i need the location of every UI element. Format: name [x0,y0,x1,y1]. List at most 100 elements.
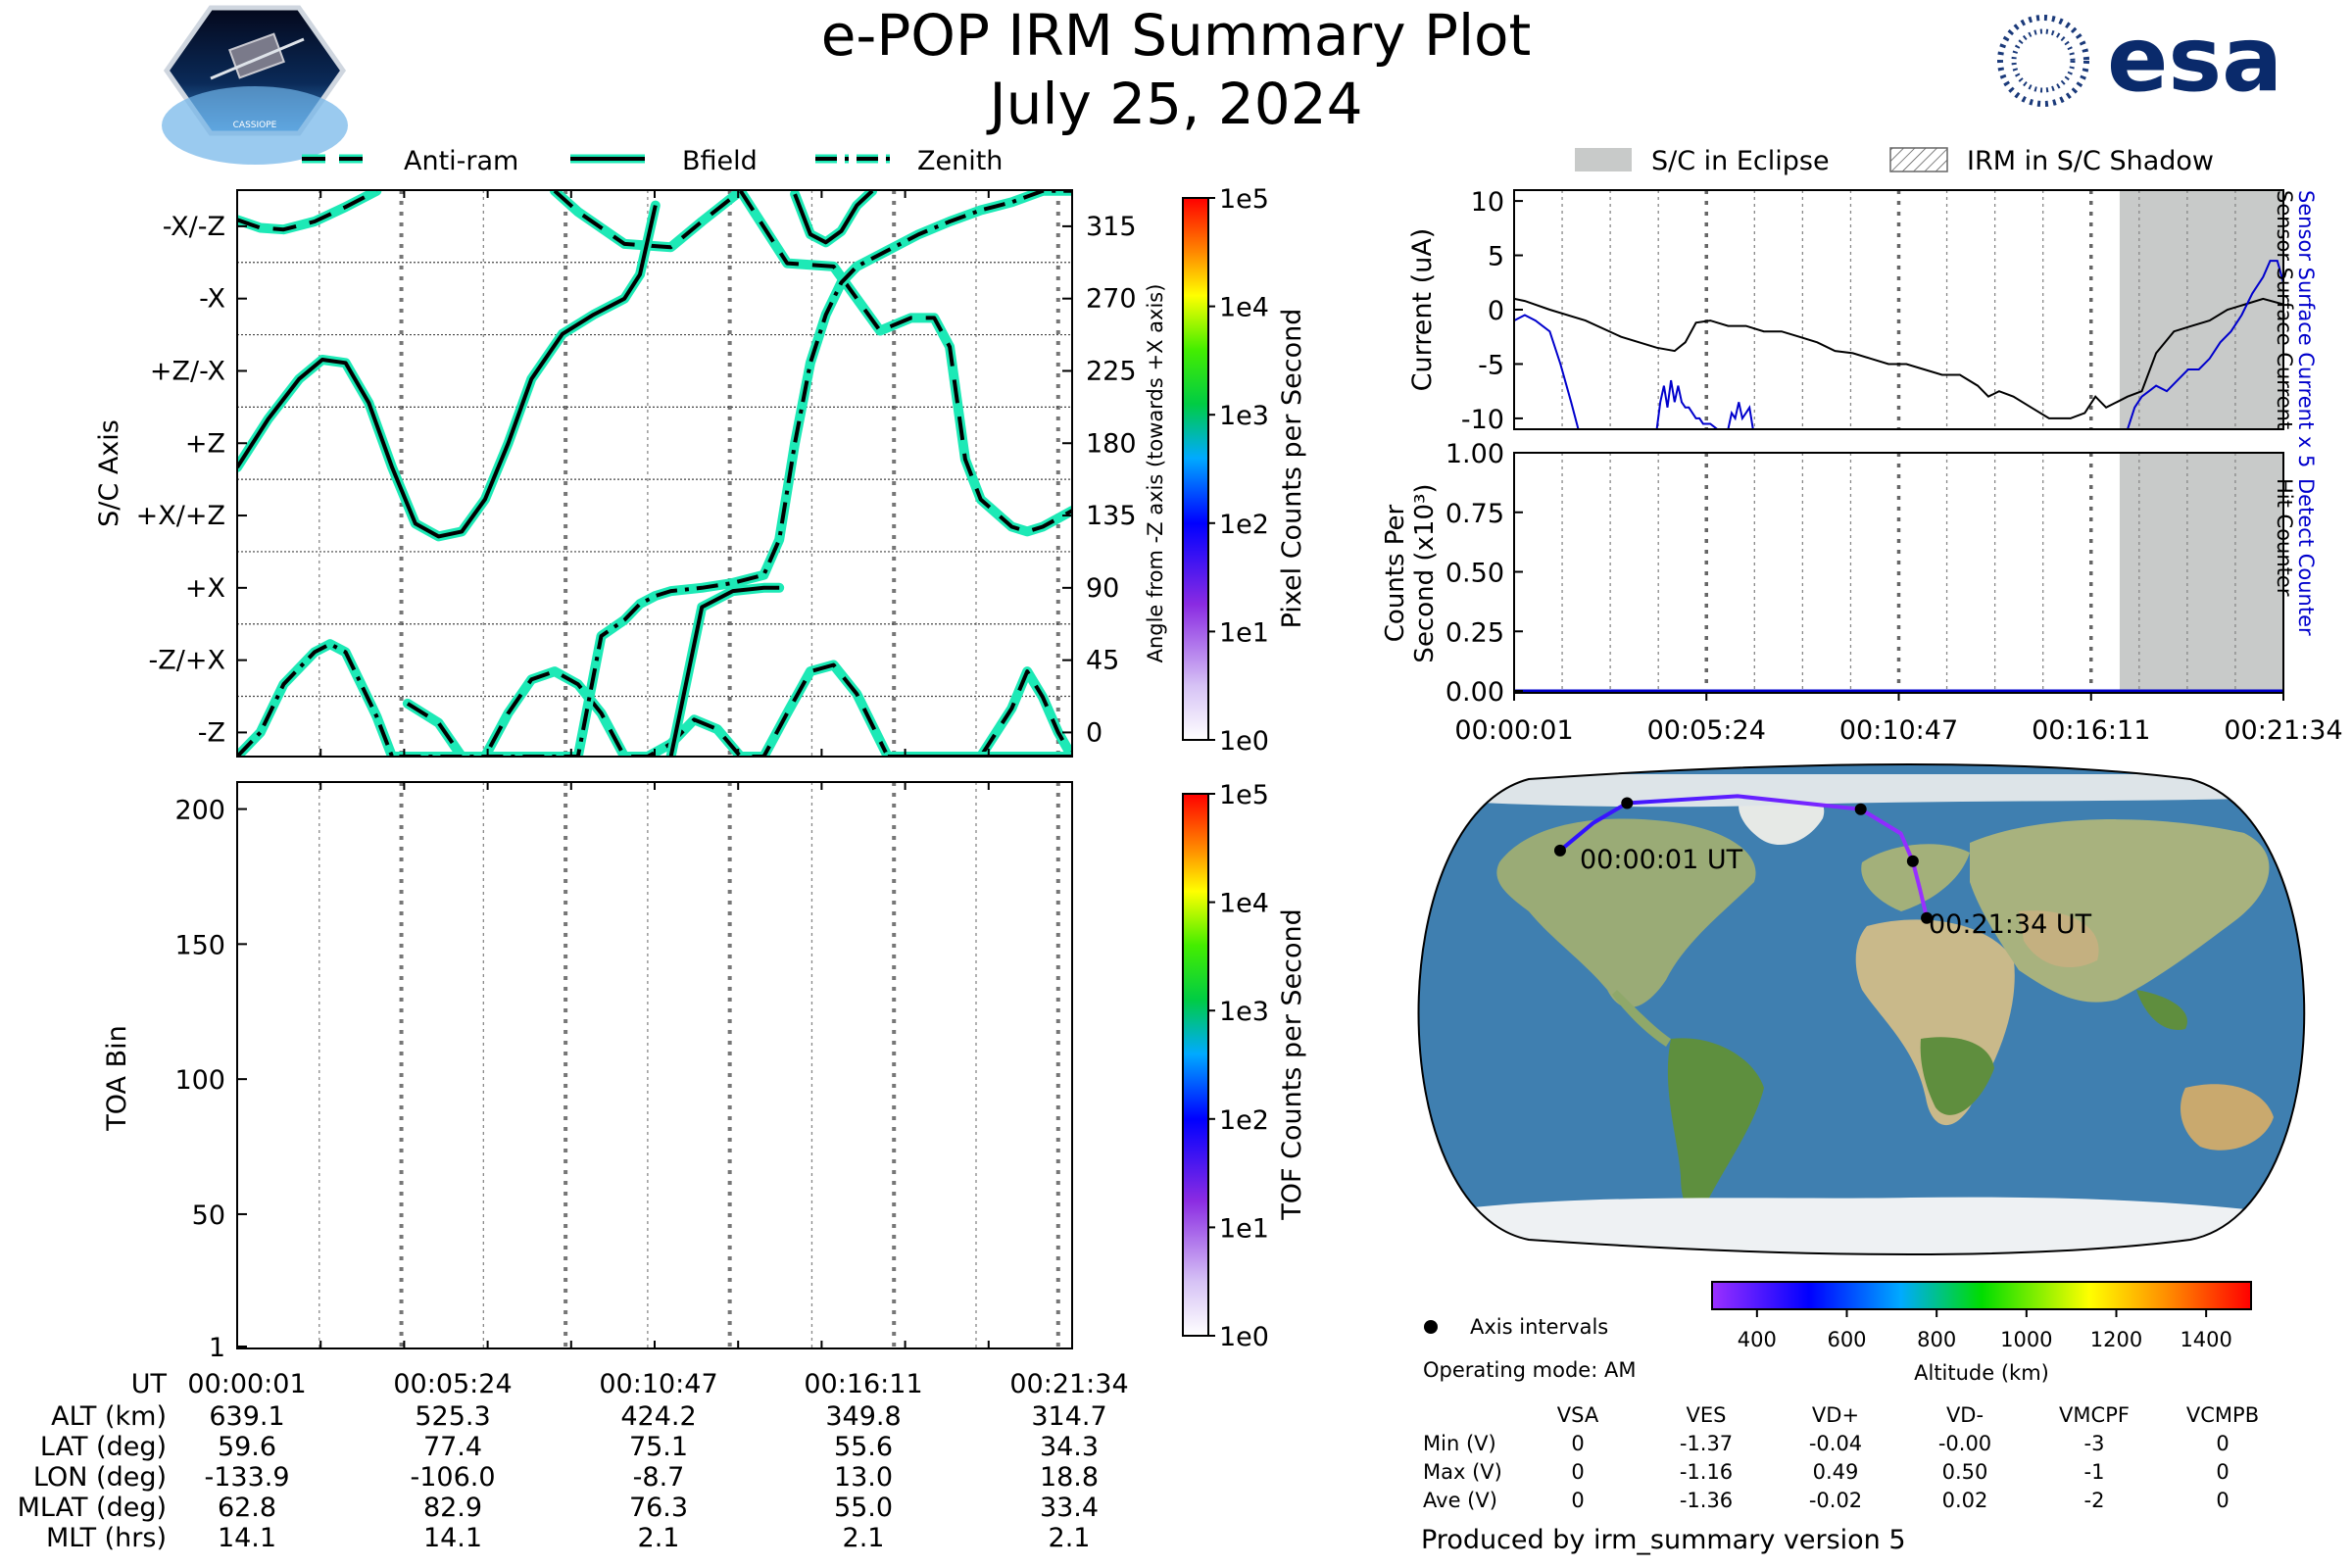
ephem-cell: 00:00:01 [187,1369,306,1399]
esa-logo: esa [1997,7,2282,112]
voltage-cell: -0.04 [1809,1432,1862,1455]
attitude-ylabel-right: Angle from -Z axis (towards +X axis) [1144,284,1167,663]
ytick-label-right: 135 [1086,501,1137,531]
voltage-cell: 0 [1571,1489,1584,1512]
voltage-cell: 0.49 [1813,1460,1859,1484]
pixel-colorbar-ticks: 1e5 1e4 1e3 1e2 1e1 1e0 [1208,184,1269,757]
voltage-cell: 0.02 [1942,1489,1988,1512]
eclipse-swatch [1575,148,1632,172]
ephem-cell: 77.4 [423,1432,482,1462]
counts-grid [1561,453,2236,693]
ephem-cell: 59.6 [218,1432,276,1462]
attitude-series [237,190,1072,757]
land-australia [2180,1084,2274,1151]
alt-tick-label: 800 [1917,1328,1956,1351]
ephem-cell: 349.8 [825,1401,901,1432]
series-anti-ram-upper- [553,190,1072,534]
cb-tick-label: 1e5 [1219,184,1269,215]
series-anti-ram [237,190,378,232]
cb-tick-label: 1e1 [1219,617,1269,648]
voltage-cell: -3 [2084,1432,2105,1455]
shadow-swatch [1889,147,1948,172]
ytick-label-left: -Z [198,717,225,748]
cassiope-logo: CASSIOPE [162,5,348,165]
counts-ticks: 1.00 0.75 0.50 0.25 0.00 00:00:01 00:05:24 00:1… [1446,439,2343,746]
current-ylabel-right-black: Sensor Surface Current [2273,190,2296,429]
land-north-america [1496,818,1756,1008]
ephem-cell: -8.7 [633,1462,685,1493]
counts-ylabel-right-black: Hit Counter [2273,478,2296,597]
toa-panel: 200 150 100 50 1 TOA Bin [102,781,1073,1363]
ytick-label-left: +Z [185,428,225,459]
ephem-row-label: LAT (deg) [40,1432,167,1462]
axis-interval-point [1854,803,1867,815]
ytick-label: 0.25 [1446,617,1504,648]
voltage-header: VES [1687,1403,1727,1427]
ephem-cell: 525.3 [415,1401,490,1432]
voltage-cell: -1.36 [1680,1489,1733,1512]
ytick-label-right: 225 [1086,356,1137,386]
ephem-cell: 33.4 [1040,1493,1099,1523]
cb-tick-label: 1e2 [1219,510,1269,540]
operating-mode: Operating mode: AM [1423,1358,1636,1382]
voltage-cell: 0 [2216,1489,2229,1512]
ephem-cell: 424.2 [620,1401,696,1432]
voltage-row-label: Ave (V) [1423,1489,1497,1512]
info-block: Axis intervals Operating mode: AM VSA VES… [1421,1315,2259,1555]
ytick-label-right: 270 [1086,284,1137,315]
alt-tick-label: 1200 [2090,1328,2142,1351]
alt-tick-label: 1000 [2000,1328,2052,1351]
ytick-label-left: +Z/-X [150,356,225,386]
series-sensor-current-x5 [1514,260,2283,429]
alt-tick-label: 1400 [2180,1328,2231,1351]
attitude-legend: Anti-ram Bfield Zenith [302,146,1003,176]
attitude-grid [237,190,1072,757]
ephem-cell: 00:21:34 [1009,1369,1128,1399]
ytick-label: -5 [1478,350,1504,380]
legend-anti-ram: Anti-ram [404,146,518,176]
pixel-colorbar: 1e5 1e4 1e3 1e2 1e1 1e0 Pixel Counts per Seco… [1182,184,1307,757]
ytick-label: 150 [174,930,225,960]
ephem-cell: 18.8 [1040,1462,1099,1493]
attitude-panel: -X/-Z -X +Z/-X +Z +X/+Z +X -Z/+X -Z 315 270 225 180… [94,189,1167,758]
tof-colorbar-label: TOF Counts per Second [1277,908,1307,1221]
voltage-cell: -0.00 [1938,1432,1991,1455]
ytick-label-right: 90 [1086,573,1119,604]
tof-colorbar-ticks: 1e5 1e4 1e3 1e2 1e1 1e0 [1208,780,1269,1352]
ephem-cell: 00:10:47 [599,1369,717,1399]
ephem-cell: 2.1 [843,1523,885,1553]
alt-tick-label: 400 [1738,1328,1777,1351]
cb-tick-label: 1e0 [1219,726,1269,757]
esa-logo-text: esa [2107,7,2282,112]
voltage-header: VCMPB [2186,1403,2259,1427]
attitude-ylabel: S/C Axis [94,419,124,527]
counts-eclipse-band [2119,453,2283,693]
current-eclipse-band [2119,190,2283,429]
cb-tick-label: 1e4 [1219,889,1269,919]
ephem-cell: 82.9 [423,1493,482,1523]
ephem-cell: 55.0 [834,1493,893,1523]
cb-tick-label: 1e4 [1219,293,1269,323]
legend-shadow: IRM in S/C Shadow [1967,146,2214,176]
world-map: 00:00:01 UT 00:21:34 UT [1417,763,2306,1255]
current-ticks: 10 5 0 -5 -10 [1461,187,1523,435]
ephem-cell: -106.0 [410,1462,495,1493]
orbit-track [1553,794,1934,924]
legend-bfield: Bfield [682,146,758,176]
series-bfield [237,205,658,539]
ytick-label-right: 45 [1086,646,1119,676]
plot-date: July 25, 2024 [986,71,1362,137]
ytick-label: 0 [1488,296,1504,326]
ephem-row-label: MLT (hrs) [46,1523,167,1553]
ytick-label: 0.50 [1446,559,1504,589]
xtick-label: 00:10:47 [1839,715,1958,746]
ephem-row-label: ALT (km) [51,1401,167,1432]
ytick-label-left: +X/+Z [136,501,225,531]
voltage-cell: -1.37 [1680,1432,1733,1455]
voltage-header: VD- [1946,1403,1984,1427]
ytick-label: 1.00 [1446,439,1504,469]
ephem-cell: 2.1 [1049,1523,1091,1553]
ephem-row-label: UT [131,1369,168,1399]
voltage-cell: 0 [2216,1460,2229,1484]
